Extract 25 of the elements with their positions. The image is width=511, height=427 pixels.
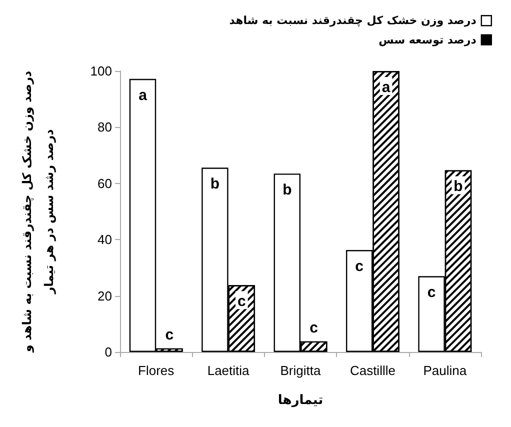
data-label: c <box>310 319 318 336</box>
y-tick-label: 20 <box>98 288 112 304</box>
data-label: a <box>382 79 391 96</box>
data-label: c <box>355 258 364 275</box>
data-label: b <box>210 176 220 193</box>
data-label: b <box>282 182 292 199</box>
x-tick-label: Paulina <box>423 363 468 378</box>
x-tick-label: Brigitta <box>280 363 322 378</box>
legend-label: درصد وزن خشک کل چقندرقند نسبت به شاهد <box>229 14 477 28</box>
data-label: c <box>165 326 174 344</box>
data-label: c <box>237 293 246 310</box>
y-tick-label: 60 <box>98 176 112 191</box>
y-tick-label: 100 <box>90 64 112 78</box>
x-tick-label: Flores <box>138 363 175 378</box>
y-tick-label: 0 <box>104 344 112 360</box>
y-axis-title: درصد وزن خشک کل چقندرقند نسبت به شاهد و درصد رشد سس در هر تیمار <box>20 70 56 354</box>
x-tick-label: Castillle <box>350 363 396 378</box>
y-tick-label: 80 <box>98 120 112 135</box>
legend-label: درصد توسعه سس <box>378 33 477 46</box>
data-label: b <box>454 178 463 196</box>
data-label: c <box>427 284 436 302</box>
y-tick-label: 40 <box>98 232 112 248</box>
x-tick-label: Laetitia <box>207 363 250 378</box>
data-label: a <box>138 86 148 104</box>
x-axis-title: تیمارها <box>278 393 324 408</box>
